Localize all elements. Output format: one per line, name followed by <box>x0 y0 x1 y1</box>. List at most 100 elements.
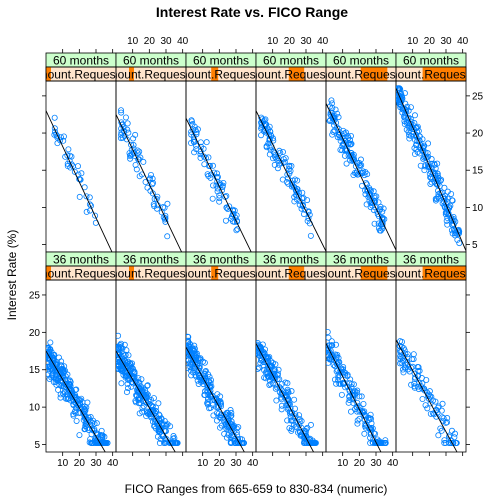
data-point <box>342 369 349 376</box>
data-point <box>214 188 221 195</box>
regression-line <box>116 114 183 252</box>
data-point <box>89 425 96 432</box>
data-point <box>122 364 129 371</box>
data-point <box>196 355 203 362</box>
x-tick-label: 30 <box>230 458 242 469</box>
data-point <box>350 156 357 163</box>
data-point <box>400 369 407 376</box>
data-point <box>78 170 85 177</box>
data-point <box>187 342 194 349</box>
y-tick-label: 20 <box>29 328 41 339</box>
data-point <box>375 220 382 227</box>
strip-loan-length-label: 60 months <box>403 54 459 68</box>
regression-line <box>326 343 382 452</box>
data-point <box>354 408 361 415</box>
regression-line <box>396 339 458 452</box>
data-point <box>277 149 284 156</box>
data-point <box>218 422 225 429</box>
data-point <box>291 198 298 205</box>
data-point <box>397 338 404 345</box>
data-point <box>164 200 171 207</box>
data-point <box>338 391 345 398</box>
data-point <box>333 380 340 387</box>
data-point <box>118 131 125 138</box>
data-point <box>85 426 92 433</box>
data-point <box>300 195 307 202</box>
strip-amount-level <box>422 67 466 81</box>
strip-amount-label: Amount.Requested <box>310 267 413 281</box>
data-point <box>265 373 272 380</box>
panel-points <box>116 332 181 452</box>
data-point <box>411 112 418 119</box>
data-point <box>333 368 340 375</box>
data-point <box>116 350 121 357</box>
data-point <box>408 364 415 371</box>
data-point <box>83 193 90 200</box>
data-point <box>332 106 339 113</box>
panel-border <box>45 80 117 253</box>
data-point <box>135 385 142 392</box>
data-point <box>118 107 125 114</box>
data-point <box>144 184 151 191</box>
data-point <box>427 180 434 187</box>
data-point <box>449 197 456 204</box>
data-point <box>217 412 224 419</box>
data-point <box>348 408 355 415</box>
data-point <box>197 379 204 386</box>
data-point <box>289 181 296 188</box>
data-point <box>419 396 426 403</box>
data-point <box>278 406 285 413</box>
data-point <box>98 427 105 434</box>
data-point <box>266 353 273 360</box>
data-point <box>335 374 342 381</box>
data-point <box>329 342 336 349</box>
data-point <box>117 340 124 347</box>
panel-points <box>396 338 460 452</box>
data-point <box>47 363 54 370</box>
data-point <box>440 415 447 422</box>
data-point <box>87 436 94 443</box>
strip-amount-level <box>211 67 219 81</box>
data-point <box>142 399 149 406</box>
data-point <box>438 407 445 414</box>
x-tick-label: 40 <box>457 36 469 47</box>
strip-amount-level <box>422 266 466 280</box>
data-point <box>299 203 306 210</box>
data-point <box>101 433 108 440</box>
x-tick-label: 20 <box>144 36 156 47</box>
data-point <box>434 172 441 179</box>
y-axis-label: Interest Rate (%) <box>5 230 19 321</box>
strip-loan-length-label: 36 months <box>263 253 319 267</box>
strip-loan-length-label: 36 months <box>123 253 179 267</box>
data-point <box>332 376 339 383</box>
regression-line <box>186 347 245 452</box>
x-tick-label: 40 <box>317 36 329 47</box>
data-point <box>447 202 454 209</box>
data-point <box>220 179 227 186</box>
data-point <box>215 410 222 417</box>
data-point <box>225 431 232 438</box>
data-point <box>144 391 151 398</box>
data-point <box>136 400 143 407</box>
x-tick-label: 40 <box>177 36 189 47</box>
data-point <box>201 371 208 378</box>
data-point <box>140 158 147 165</box>
data-point <box>116 343 121 350</box>
data-point <box>422 161 429 168</box>
data-point <box>424 405 431 412</box>
panel-points <box>326 328 389 452</box>
data-point <box>116 332 122 339</box>
data-point <box>144 382 151 389</box>
panel-points <box>326 97 396 251</box>
data-point <box>186 360 193 367</box>
data-point <box>272 361 279 368</box>
regression-line <box>396 88 466 251</box>
strip-amount-level <box>288 67 305 81</box>
strip-amount-label: Amount.Requested <box>100 68 203 82</box>
data-point <box>330 128 337 135</box>
data-point <box>441 437 448 444</box>
regression-line <box>256 343 315 452</box>
data-point <box>213 170 220 177</box>
data-point <box>65 381 72 388</box>
data-point <box>335 126 342 133</box>
